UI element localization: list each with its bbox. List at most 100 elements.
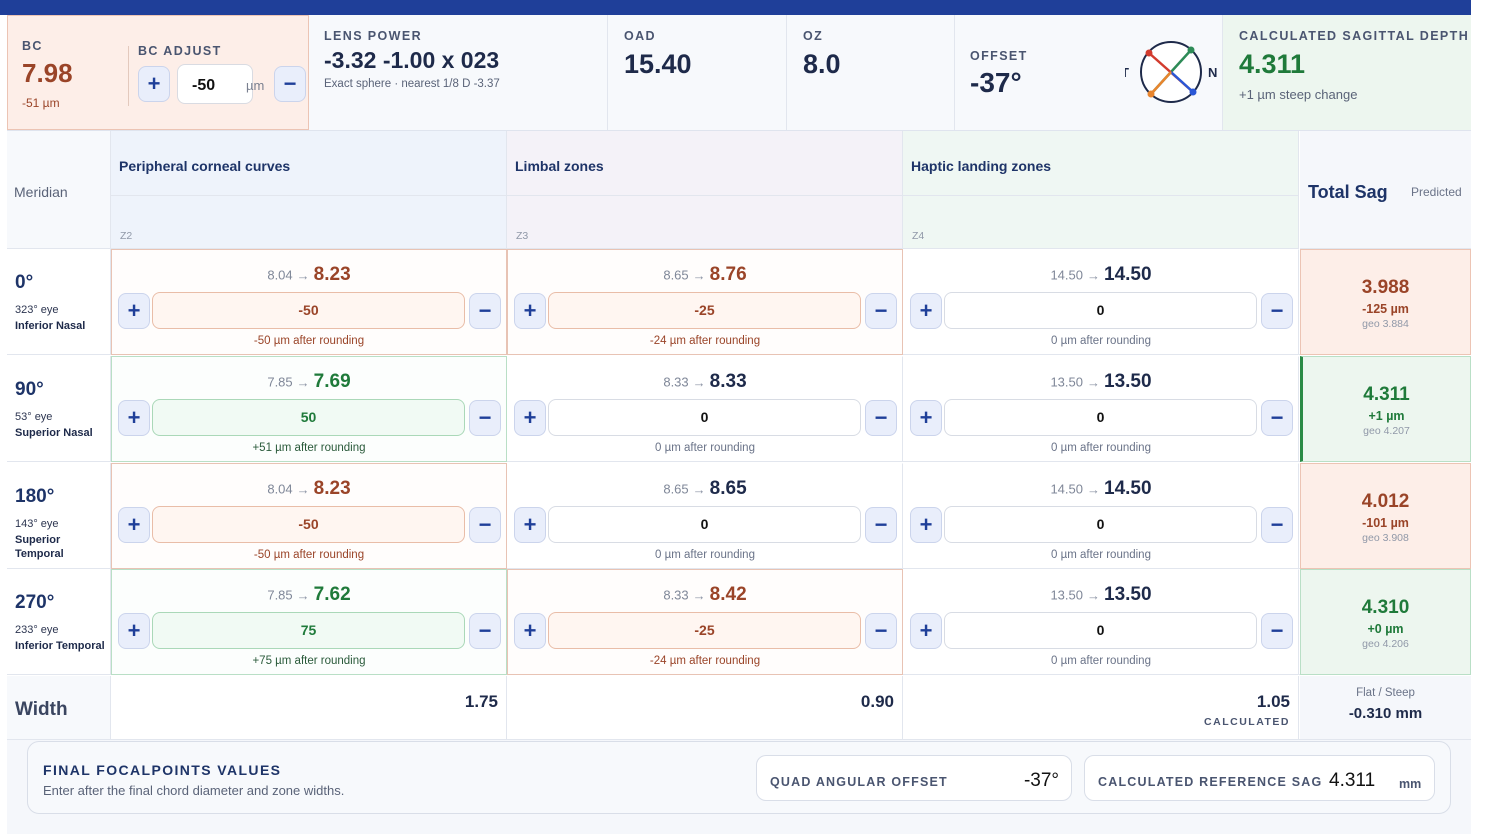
decrease-button[interactable]: −	[1261, 507, 1293, 543]
total-sag-geo: geo 3.908	[1362, 532, 1409, 544]
increase-button[interactable]: +	[118, 613, 150, 649]
increase-button[interactable]: +	[910, 507, 942, 543]
adjustment-input[interactable]: 0	[548, 506, 861, 543]
increase-button[interactable]: +	[514, 507, 546, 543]
width-cell-z2: 1.75	[111, 676, 507, 739]
reference-sag-field[interactable]: CALCULATED REFERENCE SAG 4.311 mm	[1084, 755, 1435, 801]
curve-change: 13.50 → 13.50	[904, 371, 1298, 393]
adjustment-input[interactable]: 0	[944, 506, 1257, 543]
increase-button[interactable]: +	[514, 613, 546, 649]
increase-button[interactable]: +	[118, 293, 150, 329]
meridian-column-header: Meridian	[7, 131, 111, 249]
curve-original: 8.33	[663, 374, 689, 390]
rounding-note: -50 µm after rounding	[253, 335, 365, 347]
bc-decrease-button[interactable]: −	[274, 66, 306, 102]
adjustment-input[interactable]: 0	[944, 399, 1257, 436]
decrease-button[interactable]: −	[1261, 613, 1293, 649]
decrease-button[interactable]: −	[865, 507, 897, 543]
width-row: Width 1.75 0.90 1.05 CALCULATED Flat / S…	[7, 676, 1471, 740]
adjustment-input[interactable]: 0	[944, 292, 1257, 329]
meridian-position: Superior Nasal	[15, 427, 93, 439]
arrow-right-icon: →	[1087, 481, 1100, 497]
curve-new: 8.23	[313, 478, 351, 499]
width-value: 0.90	[860, 692, 894, 711]
sag-change: +1 µm steep change	[1239, 87, 1358, 102]
decrease-button[interactable]: −	[469, 613, 501, 649]
adjustment-input[interactable]: -50	[152, 506, 465, 543]
rounding-note: -50 µm after rounding	[253, 549, 365, 561]
arrow-right-icon: →	[692, 374, 706, 390]
zone-cell-limbal: 8.65 → 8.76 + -25− -24 µm after rounding	[507, 249, 903, 355]
adjustment-input[interactable]: 50	[152, 399, 465, 436]
adjustment-input[interactable]: -50	[152, 292, 465, 329]
total-sag-header: Total Sag Predicted	[1300, 131, 1471, 249]
curve-original: 8.04	[267, 481, 293, 497]
decrease-button[interactable]: −	[865, 400, 897, 436]
arrow-right-icon: →	[296, 374, 310, 390]
bc-change: -51 µm	[22, 96, 60, 110]
adjustment-input[interactable]: 75	[152, 612, 465, 649]
increase-button[interactable]: +	[910, 400, 942, 436]
curve-original: 13.50	[1050, 374, 1083, 390]
curve-original: 14.50	[1050, 267, 1083, 283]
bc-adjust-label: BC ADJUST	[138, 44, 222, 58]
meridian-cell: 270° 233° eye Inferior Temporal	[7, 569, 111, 674]
bc-adjust-input[interactable]: -50 µm	[177, 64, 264, 104]
rounding-note: -24 µm after rounding	[649, 655, 761, 667]
footer-area: FINAL FOCALPOINTS VALUES Enter after the…	[7, 740, 1471, 834]
bc-adjust-value: -50	[192, 77, 216, 94]
decrease-button[interactable]: −	[469, 400, 501, 436]
oad-label: OAD	[624, 29, 656, 43]
zone-cell-haptic: 14.50 → 14.50 +0− 0 µm after rounding	[903, 463, 1299, 569]
increase-button[interactable]: +	[118, 400, 150, 436]
adjustment-input[interactable]: 0	[548, 399, 861, 436]
adjustment-input[interactable]: 0	[944, 612, 1257, 649]
meridian-position: Inferior Nasal	[15, 320, 86, 332]
curve-change: 14.50 → 14.50	[904, 264, 1298, 286]
arrow-right-icon: →	[296, 481, 310, 497]
meridian-cell: 180° 143° eye Superior Temporal	[7, 463, 111, 568]
adjustment-input[interactable]: -25	[548, 612, 861, 649]
meridian-eye-angle: 143° eye	[15, 518, 59, 530]
quad-angular-offset-field[interactable]: QUAD ANGULAR OFFSET -37°	[756, 755, 1072, 801]
zone-header-peripheral: Peripheral corneal curves Z2	[111, 131, 507, 249]
oz-panel: OZ 8.0	[787, 15, 955, 130]
flat-steep-cell: Flat / Steep -0.310 mm	[1300, 676, 1471, 739]
curve-original: 7.85	[267, 587, 293, 603]
compass-nasal-label: N	[1208, 65, 1217, 80]
bc-increase-button[interactable]: +	[138, 66, 170, 102]
total-sag-cell: 3.988 -125 µm geo 3.884	[1300, 249, 1471, 355]
curve-change: 7.85 → 7.69	[112, 371, 506, 393]
zone-code: Z4	[912, 230, 925, 242]
compass-temporal-label: T	[1125, 65, 1129, 80]
meridian-row: 180° 143° eye Superior Temporal 8.04 → 8.23 + -…	[7, 463, 1471, 569]
arrow-right-icon: →	[296, 267, 310, 283]
decrease-button[interactable]: −	[865, 293, 897, 329]
zone-header-haptic: Haptic landing zones Z4	[903, 131, 1299, 249]
decrease-button[interactable]: −	[1261, 293, 1293, 329]
increase-button[interactable]: +	[514, 400, 546, 436]
increase-button[interactable]: +	[514, 293, 546, 329]
increase-button[interactable]: +	[118, 507, 150, 543]
decrease-button[interactable]: −	[865, 613, 897, 649]
zone-cell-haptic: 14.50 → 14.50 +0− 0 µm after rounding	[903, 249, 1299, 355]
decrease-button[interactable]: −	[469, 293, 501, 329]
increase-button[interactable]: +	[910, 293, 942, 329]
rounding-note: 0 µm after rounding	[655, 442, 755, 454]
total-sag-geo: geo 4.207	[1363, 425, 1410, 437]
offset-value: -37°	[970, 67, 1022, 98]
increase-button[interactable]: +	[910, 613, 942, 649]
offset-panel: OFFSET -37° T N	[955, 15, 1223, 130]
rounding-note: 0 µm after rounding	[655, 549, 755, 561]
total-sag-delta: +1 µm	[1368, 409, 1405, 423]
zone-cell-peripheral: 8.04 → 8.23 + -50− -50 µm after rounding	[111, 249, 507, 355]
decrease-button[interactable]: −	[469, 507, 501, 543]
curve-change: 8.65 → 8.65	[508, 478, 902, 500]
curve-original: 8.65	[663, 481, 689, 497]
sag-label: CALCULATED SAGITTAL DEPTH	[1239, 29, 1470, 43]
meridian-degree: 90°	[15, 379, 44, 400]
total-sag-geo: geo 3.884	[1362, 318, 1409, 330]
adjustment-input[interactable]: -25	[548, 292, 861, 329]
rounding-note: 0 µm after rounding	[1051, 549, 1151, 561]
decrease-button[interactable]: −	[1261, 400, 1293, 436]
